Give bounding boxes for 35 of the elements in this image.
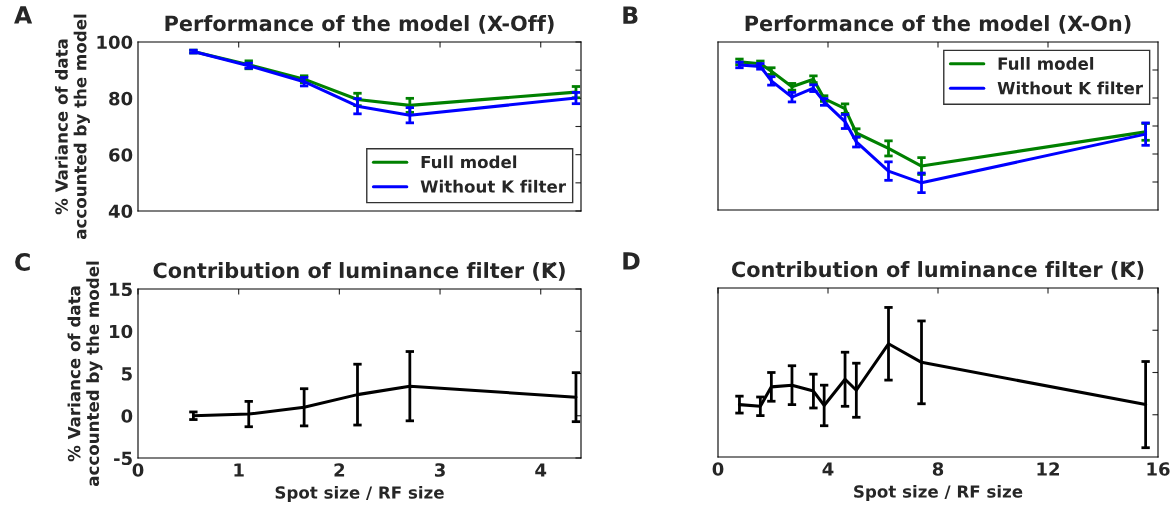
y-tick-label: 100 (97, 35, 133, 50)
x-tick-label: 2 (334, 463, 345, 477)
text: D (623, 252, 640, 270)
x-axis-title: Spot size / RF size (275, 485, 444, 503)
chart-title: Performance of the model (X-Off) (165, 15, 554, 34)
chart-title: Performance of the model (X-On) (745, 15, 1131, 34)
y-axis-title: % Variance of data accounted by the model (67, 261, 103, 487)
x-tick-label: 0 (712, 462, 724, 476)
chart-title: Contribution of luminance filter (K⃗) (731, 261, 1144, 280)
x-tick-label: 0 (132, 463, 144, 477)
y-tick-label: 60 (109, 148, 133, 162)
legend-label: Full model (421, 155, 517, 169)
y-tick-label: 0 (121, 409, 133, 423)
y-tick-label: 5 (121, 367, 132, 381)
x-tick-label: 4 (822, 462, 834, 476)
x-axis-title: Spot size / RF size (854, 484, 1023, 502)
text: C (15, 253, 30, 271)
y-tick-label: 80 (109, 91, 133, 106)
legend-label: Without K filter (997, 81, 1143, 95)
legend-label: Full model (998, 57, 1094, 70)
y-axis-title: % Variance of data accounted by the model (54, 14, 90, 240)
x-tick-label: 1 (234, 463, 244, 477)
legend-label: Without K filter (420, 179, 566, 193)
x-tick-label: 12 (1037, 462, 1059, 476)
chart-title: Contribution of luminance filter (K⃗) (153, 262, 565, 281)
x-tick-label: 4 (535, 463, 547, 477)
x-tick-label: 16 (1147, 462, 1170, 476)
text: B (623, 6, 638, 24)
y-tick-label: -5 (114, 451, 132, 466)
y-tick-label: 10 (110, 324, 133, 339)
y-tick-label: 15 (110, 282, 132, 297)
x-tick-label: 8 (932, 462, 944, 476)
text: A (14, 6, 33, 24)
y-tick-label: 40 (108, 204, 133, 219)
x-tick-label: 3 (434, 463, 445, 477)
